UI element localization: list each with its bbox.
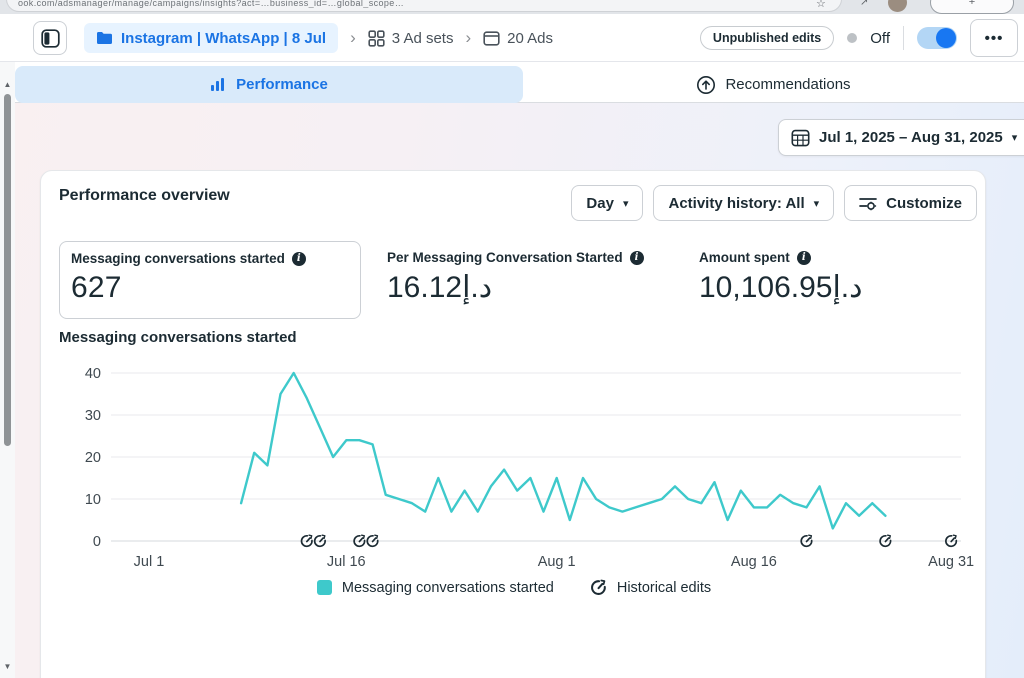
activity-button-label: Activity history: All <box>668 194 805 212</box>
header-right-controls: Unpublished edits Off ••• <box>699 14 1018 62</box>
folder-icon <box>97 32 112 44</box>
legend-series-label: Messaging conversations started <box>341 579 554 596</box>
sidebar-panel-icon <box>40 28 60 48</box>
performance-overview-card: Performance overview Day ▾ Activity hist… <box>40 170 986 678</box>
activity-history-button[interactable]: Activity history: All ▾ <box>653 185 835 221</box>
breadcrumb: Instagram | WhatsApp | 8 Jul › 3 Ad sets… <box>84 14 553 62</box>
svg-text:Aug 1: Aug 1 <box>538 554 576 570</box>
browser-url-text: ook.com/adsmanager/manage/campaigns/insi… <box>18 0 405 8</box>
messaging-conversations-line-chart: 0 10 20 30 40 Jul 1 Jul 16 Aug 1 Aug 16 Aug 31 <box>85 366 974 570</box>
browser-share-icon[interactable]: ↗ <box>860 0 869 8</box>
browser-profile-avatar[interactable] <box>888 0 907 12</box>
campaign-header: Instagram | WhatsApp | 8 Jul › 3 Ad sets… <box>0 14 1024 62</box>
metric-value: 10,106.95د.إ <box>699 271 863 304</box>
svg-text:40: 40 <box>85 366 101 382</box>
metric-card-per-conversation-cost[interactable]: Per Messaging Conversation Started i 16.… <box>376 241 666 319</box>
svg-text:Aug 16: Aug 16 <box>731 554 777 570</box>
circle-arrow-up-icon <box>697 75 716 94</box>
caret-down-icon: ▾ <box>813 197 820 210</box>
chart-legend: Messaging conversations started Historic… <box>41 579 987 596</box>
history-icon <box>590 579 606 595</box>
metric-card-amount-spent[interactable]: Amount spent i 10,106.95د.إ <box>688 241 978 319</box>
chevron-right-icon: › <box>465 27 472 47</box>
customize-sliders-icon <box>859 198 878 211</box>
browser-chrome-strip: ook.com/adsmanager/manage/campaigns/insi… <box>0 0 1024 14</box>
view-tabs: Performance Recommendations <box>0 62 1024 103</box>
scrollbar-thumb[interactable] <box>4 94 11 446</box>
svg-text:10: 10 <box>85 492 101 508</box>
customize-button-label: Customize <box>886 194 962 212</box>
info-icon[interactable]: i <box>629 250 644 265</box>
tab-recommendations-label: Recommendations <box>725 76 851 93</box>
breadcrumb-ads-label: 20 Ads <box>507 29 554 47</box>
bar-chart-icon <box>211 78 225 91</box>
off-status-label: Off <box>870 29 890 47</box>
legend-item-series: Messaging conversations started <box>316 579 554 596</box>
vertical-scrollbar[interactable]: ▲ ▼ <box>0 62 15 678</box>
caret-down-icon: ▾ <box>1011 132 1018 144</box>
day-button-label: Day <box>586 194 614 212</box>
breadcrumb-campaign-chip[interactable]: Instagram | WhatsApp | 8 Jul <box>84 23 339 53</box>
breadcrumb-adsets-label: 3 Ad sets <box>391 29 454 47</box>
breadcrumb-adsets[interactable]: 3 Ad sets <box>368 29 454 47</box>
scrollbar-down-arrow-icon[interactable]: ▼ <box>3 662 12 671</box>
date-range-label: Jul 1, 2025 – Aug 31, 2025 <box>819 129 1003 146</box>
sidebar-toggle-button[interactable] <box>33 21 67 55</box>
svg-text:30: 30 <box>85 408 101 424</box>
chart-section-title: Messaging conversations started <box>59 329 297 346</box>
campaign-on-off-toggle[interactable] <box>917 27 957 49</box>
metric-label: Messaging conversations started <box>71 251 285 266</box>
chevron-right-icon: › <box>350 27 356 47</box>
bookmark-star-icon[interactable]: ☆ <box>816 0 826 10</box>
svg-text:Aug 31: Aug 31 <box>928 554 974 570</box>
info-icon[interactable]: i <box>796 250 811 265</box>
svg-text:0: 0 <box>93 534 101 550</box>
info-icon[interactable]: i <box>291 251 306 266</box>
tab-performance-label: Performance <box>236 76 328 93</box>
toggle-knob <box>936 28 956 48</box>
series-swatch-icon <box>316 580 332 595</box>
ads-frame-icon <box>483 30 500 46</box>
breakdown-day-button[interactable]: Day ▾ <box>571 185 644 221</box>
caret-down-icon: ▾ <box>622 197 629 210</box>
metric-card-messaging-conversations[interactable]: Messaging conversations started i 627 <box>59 241 361 319</box>
scrollbar-up-arrow-icon[interactable]: ▲ <box>3 80 12 89</box>
status-dot-icon <box>847 33 858 43</box>
breadcrumb-campaign-label: Instagram | WhatsApp | 8 Jul <box>121 29 327 47</box>
svg-text:Jul 1: Jul 1 <box>134 554 165 570</box>
card-toolbar: Day ▾ Activity history: All ▾ Customize <box>571 185 977 221</box>
metric-label: Amount spent <box>699 250 790 265</box>
svg-text:20: 20 <box>85 450 101 466</box>
tab-performance[interactable]: Performance <box>15 66 523 103</box>
adsets-grid-icon <box>368 29 385 47</box>
metric-value: 627 <box>71 271 122 304</box>
metric-value: 16.12د.إ <box>387 271 493 304</box>
legend-edits-label: Historical edits <box>616 579 712 596</box>
card-title: Performance overview <box>59 187 230 204</box>
browser-profile-pill[interactable]: + <box>930 0 1014 14</box>
metric-label: Per Messaging Conversation Started <box>387 250 623 265</box>
customize-button[interactable]: Customize <box>844 185 977 221</box>
more-options-button[interactable]: ••• <box>970 19 1018 57</box>
tab-recommendations[interactable]: Recommendations <box>523 66 1024 103</box>
date-range-button[interactable]: Jul 1, 2025 – Aug 31, 2025 ▾ <box>778 119 1024 156</box>
breadcrumb-ads[interactable]: 20 Ads <box>483 30 553 47</box>
unpublished-edits-badge: Unpublished edits <box>699 26 835 50</box>
divider <box>903 26 904 50</box>
legend-item-historical-edits: Historical edits <box>590 579 711 596</box>
calendar-icon <box>791 129 810 147</box>
svg-text:Jul 16: Jul 16 <box>327 554 366 570</box>
